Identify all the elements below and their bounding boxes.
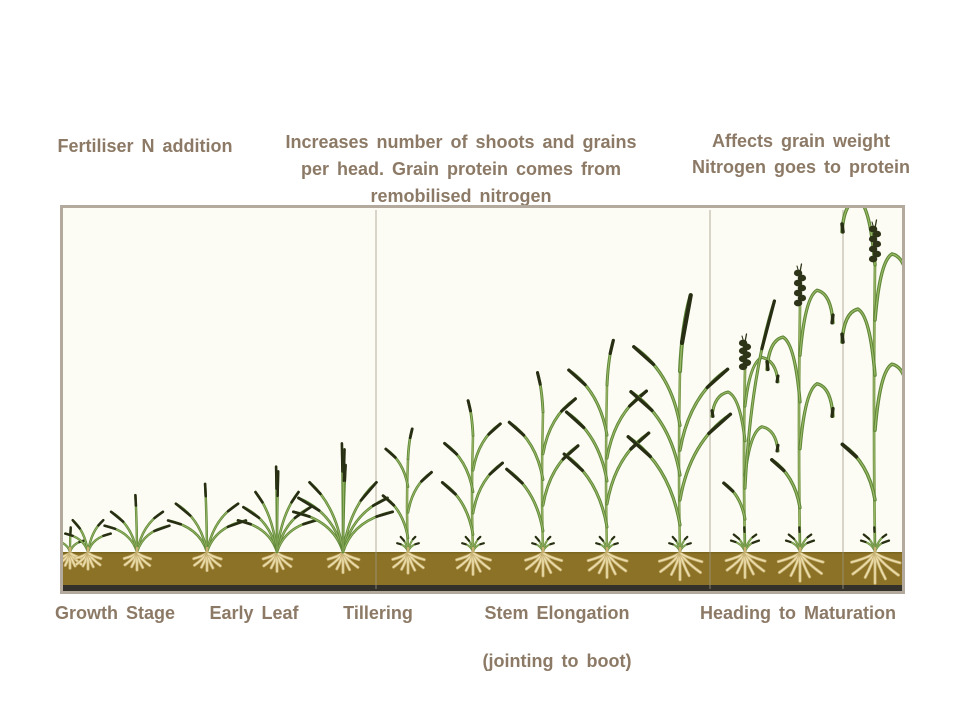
growth-stages-panel [60,205,905,594]
wheat-plant-headed [840,208,902,585]
fertiliser-note: Fertiliser N addition [57,136,233,156]
stage-label-heading-maturation: Heading to Maturation [700,603,896,623]
wheat-plant-elong [440,399,504,576]
wheat-plant-elong [505,371,580,578]
wheat-plant-tiller [292,442,394,575]
stage-label-stem-elongation-sub: (jointing to boot) [482,651,632,671]
soil-dark-band [63,585,902,591]
growth-stage-row-title: Growth Stage [54,603,175,623]
wheat-plant-headed [710,299,780,580]
wheat-plant-elong [381,427,433,575]
wheat-plant-tiller [236,465,318,573]
stage-label-stem-elongation: Stem Elongation (jointing to boot) [447,601,667,673]
grain-weight-note: Affects grain weight Nitrogen goes to pr… [692,131,910,177]
wheat-growth-illustration [63,208,902,591]
wheat-plant-seedling [103,493,171,572]
wheat-plant-boot [626,293,733,582]
wheat-plant-seedling [64,518,112,571]
shoots-grains-note: Increases number of shoots and grains pe… [285,132,637,206]
stage-label-early-leaf: Early Leaf [209,603,299,623]
wheat-plant-headed [765,263,835,583]
stage-label-stem-elongation-name: Stem Elongation [484,603,630,623]
soil-surface-line [63,552,902,554]
wheat-plant-elong [562,338,651,579]
stage-label-tillering: Tillering [343,603,413,623]
